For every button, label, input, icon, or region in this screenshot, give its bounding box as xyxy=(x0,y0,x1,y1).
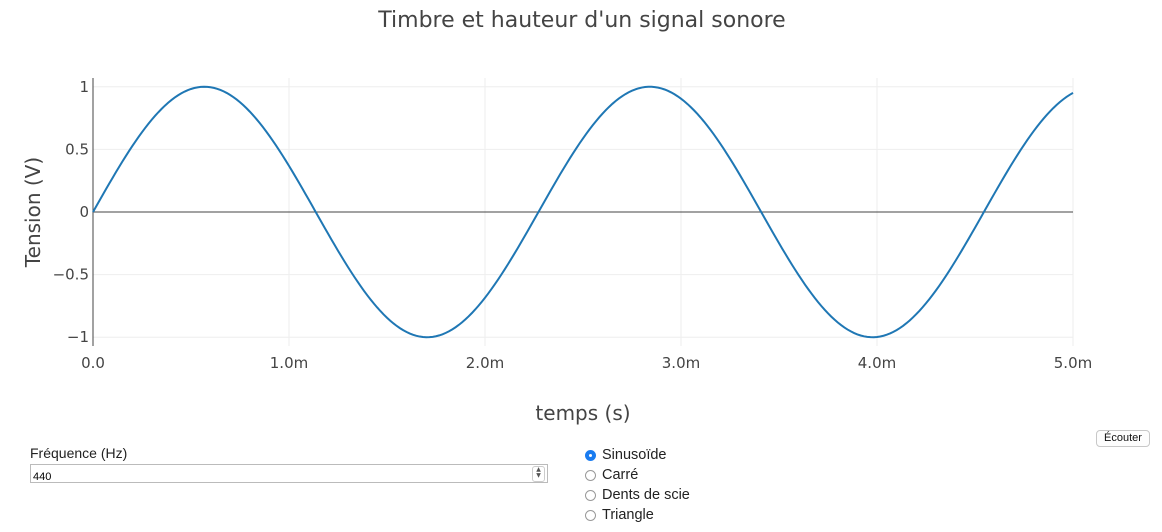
frequency-input[interactable] xyxy=(31,469,523,485)
x-tick-label: 4.0m xyxy=(858,354,896,372)
radio-button[interactable] xyxy=(585,489,596,501)
x-tick-label: 5.0m xyxy=(1054,354,1092,372)
waveform-option-label: Sinusoïde xyxy=(602,447,667,463)
waveform-option-3[interactable]: Triangle xyxy=(585,505,690,525)
waveform-option-label: Carré xyxy=(602,467,639,483)
waveform-option-label: Dents de scie xyxy=(602,487,690,503)
waveform-radio-group: Sinusoïde Carré Dents de scie Triangle xyxy=(585,445,690,525)
signal-chart: Timbre et hauteur d'un signal sonore 1 0.… xyxy=(21,8,1092,425)
listen-button[interactable]: Écouter xyxy=(1096,430,1150,447)
frequency-input-box: ▲▼ xyxy=(30,464,548,485)
x-axis-title: temps (s) xyxy=(535,401,630,425)
waveform-option-1[interactable]: Carré xyxy=(585,465,690,485)
frequency-label: Fréquence (Hz) xyxy=(30,445,128,461)
y-tick-label: −0.5 xyxy=(53,266,89,284)
radio-button[interactable] xyxy=(585,449,596,461)
y-tick-labels: 1 0.5 0 −0.5 −1 xyxy=(53,78,89,346)
y-tick-label: 1 xyxy=(79,78,89,96)
x-tick-labels: 0.0 1.0m 2.0m 3.0m 4.0m 5.0m xyxy=(81,354,1092,372)
x-tick-label: 1.0m xyxy=(270,354,308,372)
signal-series-line xyxy=(92,85,1074,339)
y-axis-title: Tension (V) xyxy=(21,157,45,268)
x-tick-label: 2.0m xyxy=(466,354,504,372)
waveform-option-2[interactable]: Dents de scie xyxy=(585,485,690,505)
chart-title: Timbre et hauteur d'un signal sonore xyxy=(377,8,785,33)
radio-button[interactable] xyxy=(585,509,596,521)
radio-button[interactable] xyxy=(585,469,596,481)
y-tick-label: −1 xyxy=(67,328,89,346)
x-tick-label: 3.0m xyxy=(662,354,700,372)
chevron-down-icon: ▼ xyxy=(536,472,541,479)
y-tick-label: 0 xyxy=(79,203,89,221)
chevron-up-icon: ▲ xyxy=(536,466,541,473)
waveform-option-0[interactable]: Sinusoïde xyxy=(585,445,690,465)
frequency-control: Fréquence (Hz) ▲▼ xyxy=(30,445,550,485)
waveform-option-label: Triangle xyxy=(602,507,654,523)
y-tick-label: 0.5 xyxy=(65,140,89,158)
frequency-stepper[interactable]: ▲ ▼ xyxy=(532,466,545,482)
x-tick-label: 0.0 xyxy=(81,354,105,372)
